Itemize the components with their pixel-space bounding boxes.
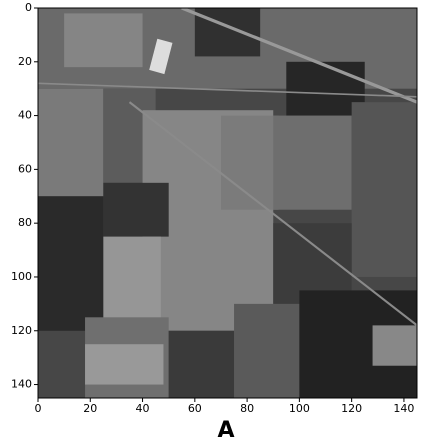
y-tick-label: 120 bbox=[11, 324, 32, 337]
field bbox=[273, 116, 351, 210]
x-tick-label: 40 bbox=[136, 402, 150, 415]
field bbox=[373, 325, 417, 365]
y-tick-label: 80 bbox=[18, 216, 32, 229]
field bbox=[103, 183, 168, 237]
y-tick-label: 140 bbox=[11, 378, 32, 391]
x-tick-label: 20 bbox=[83, 402, 97, 415]
x-tick-label: 140 bbox=[393, 402, 414, 415]
x-tick-label: 60 bbox=[188, 402, 202, 415]
y-tick-label: 20 bbox=[18, 55, 32, 68]
x-label: A bbox=[217, 418, 234, 443]
field bbox=[169, 331, 234, 398]
x-tick-label: 80 bbox=[240, 402, 254, 415]
y-tick-label: 100 bbox=[11, 270, 32, 283]
field bbox=[234, 304, 299, 398]
y-tick-label: 40 bbox=[18, 109, 32, 122]
x-tick-label: 120 bbox=[341, 402, 362, 415]
field bbox=[195, 8, 260, 56]
x-tick-label: 100 bbox=[289, 402, 310, 415]
field bbox=[38, 196, 103, 330]
field bbox=[64, 13, 142, 67]
field bbox=[85, 344, 163, 384]
field bbox=[352, 102, 417, 277]
y-tick-label: 60 bbox=[18, 162, 32, 175]
image bbox=[38, 8, 417, 398]
field bbox=[38, 89, 103, 197]
y-tick-label: 0 bbox=[25, 1, 32, 14]
field bbox=[103, 237, 161, 331]
x-tick-label: 0 bbox=[35, 402, 42, 415]
chart: A 020406080100120140020406080100120140 bbox=[0, 0, 422, 444]
